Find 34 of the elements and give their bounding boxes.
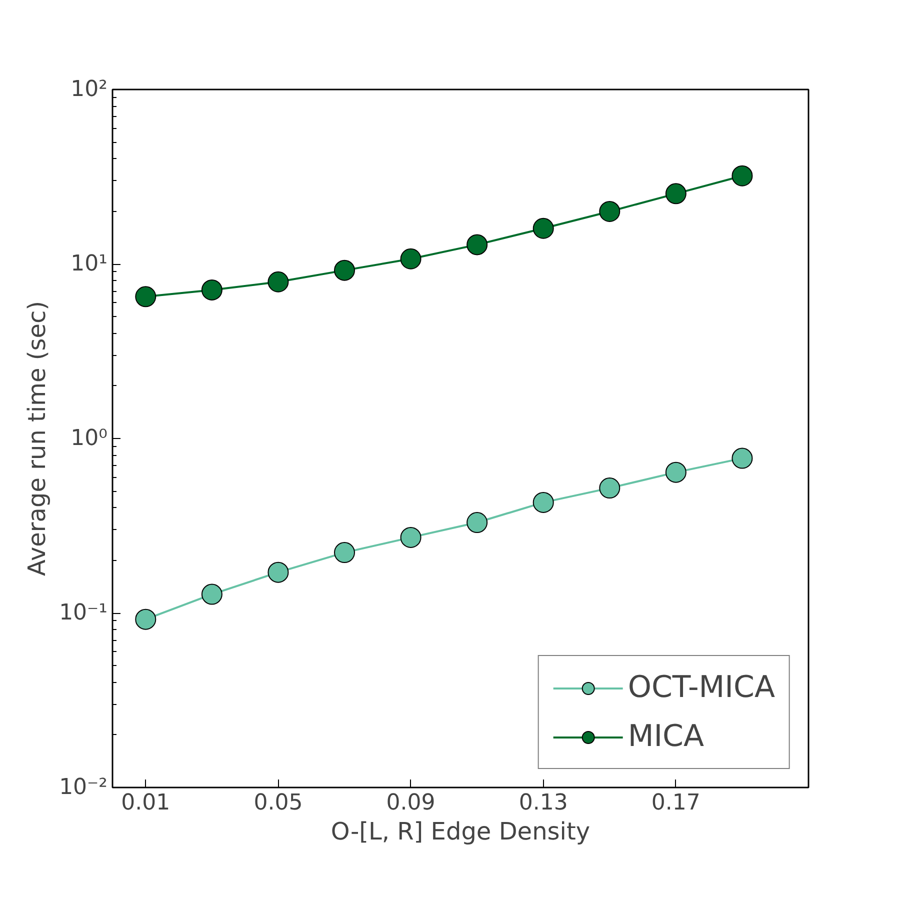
point [400,248,422,270]
y-tick-label: 10¹ [70,252,108,276]
x-tick-label: 0.05 [254,790,303,816]
point [732,448,753,469]
point [599,478,620,499]
legend-label: OCT-MICA [628,670,775,705]
point [334,542,355,564]
x-axis-title: O-[L, R] Edge Density [330,818,590,846]
point [732,165,753,186]
point [532,492,554,513]
y-axis-title: Average run time (sec) [23,300,52,576]
x-tick-label: 0.01 [121,790,170,816]
point [599,200,620,222]
y-tick-label: 10⁰ [70,426,108,451]
x-tick-label: 0.09 [386,790,436,816]
x-tick-label: 0.17 [651,790,700,816]
point [532,218,554,239]
point [665,183,686,204]
y-tick-label: 10⁻² [59,775,108,800]
point [268,562,289,583]
point [201,279,222,300]
point [201,584,222,605]
point [268,271,289,292]
point [135,608,156,630]
point [665,462,686,483]
point [400,526,422,548]
y-tick-label: 10⁻¹ [59,600,108,626]
legend-label: MICA [628,719,704,754]
point [466,512,488,533]
x-tick-label: 0.13 [518,790,568,816]
point [334,260,355,281]
y-tick-label: 10² [70,77,108,102]
point [135,286,156,308]
point [466,234,488,256]
